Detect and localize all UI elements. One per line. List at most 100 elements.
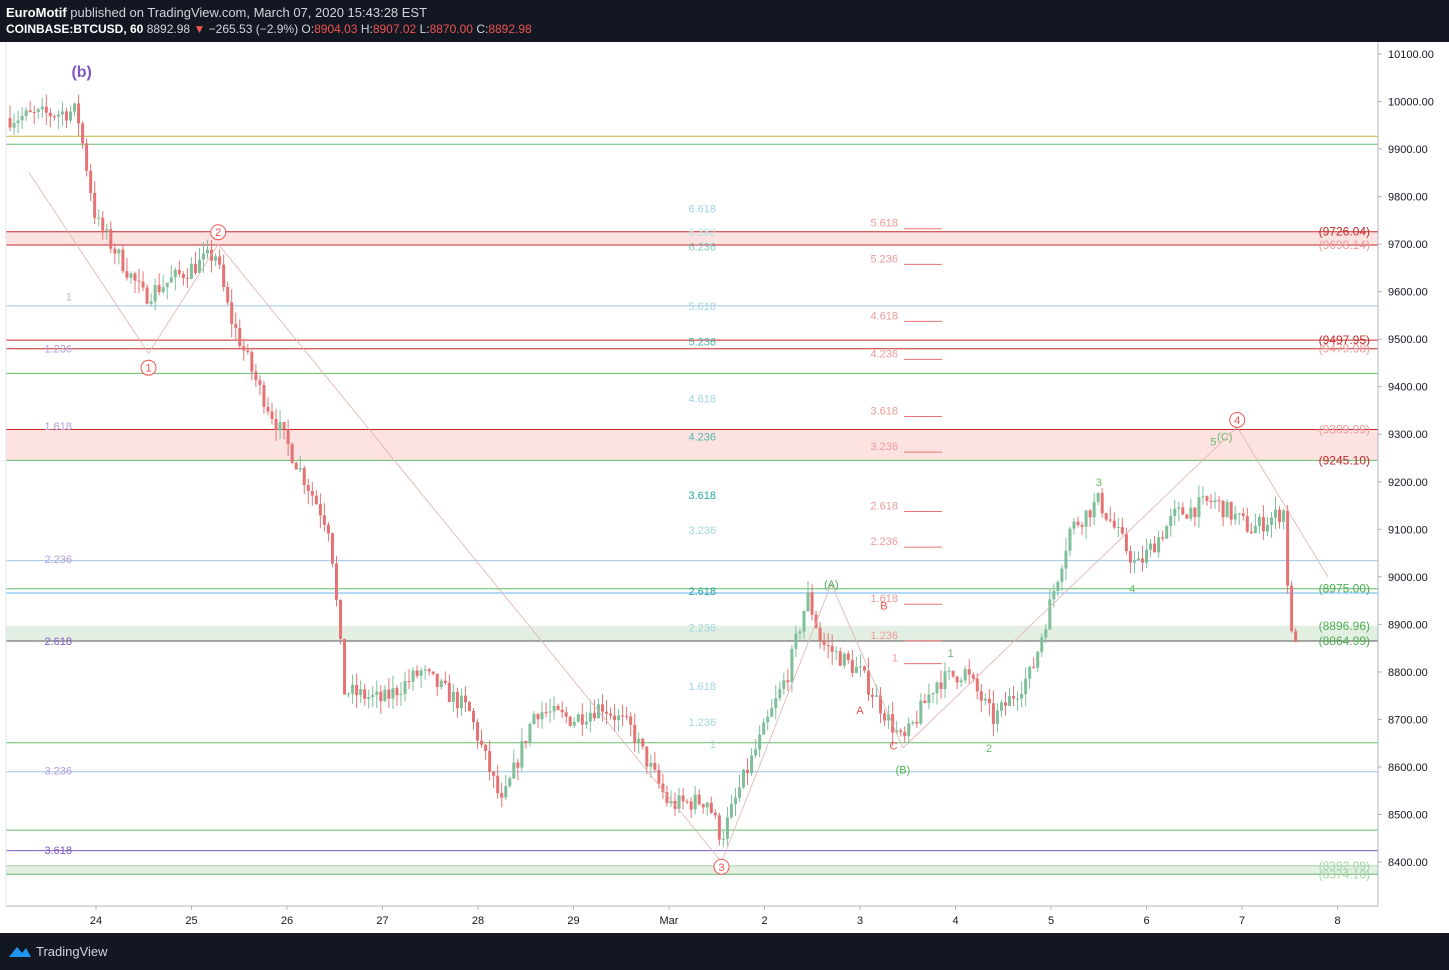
candle-body-227 xyxy=(923,700,927,704)
candle-body-171 xyxy=(697,794,701,805)
candle-body-172 xyxy=(701,804,705,808)
candle-body-267 xyxy=(1084,510,1088,527)
candle-body-107 xyxy=(439,680,443,688)
candle-body-237 xyxy=(963,669,967,681)
candle-body-220 xyxy=(895,730,899,733)
candle-body-317 xyxy=(1286,510,1290,586)
candle-body-3 xyxy=(20,115,24,121)
chart-background xyxy=(0,42,1449,933)
candle-body-105 xyxy=(431,671,435,674)
candle-body-265 xyxy=(1076,521,1080,526)
zone-1 xyxy=(6,429,1378,461)
wave-circle-3 xyxy=(713,858,730,875)
candle-body-32 xyxy=(137,280,141,282)
candle-body-288 xyxy=(1169,515,1173,527)
wave-circle-2 xyxy=(210,224,227,241)
candle-body-242 xyxy=(983,698,987,701)
candle-body-313 xyxy=(1269,517,1273,525)
candle-body-275 xyxy=(1116,526,1120,528)
price-chart[interactable]: 1 1.236 1.618 2.236 2.618 3.236 3.618 6.618 6.38… xyxy=(0,42,1449,933)
candle-body-250 xyxy=(1016,698,1020,700)
candle-body-296 xyxy=(1201,496,1205,498)
candle-body-316 xyxy=(1282,510,1286,522)
candle-body-261 xyxy=(1060,568,1064,582)
footer-brand[interactable]: TradingView xyxy=(36,944,108,959)
price-annotation-9: (8392.09) xyxy=(1319,859,1370,873)
candle-body-287 xyxy=(1165,526,1169,539)
candle-body-54 xyxy=(226,286,230,303)
fib-mid-label-2: 6.236 xyxy=(688,241,716,253)
author-name[interactable]: EuroMotif xyxy=(6,5,67,20)
candle-body-155 xyxy=(633,724,637,744)
zone-3 xyxy=(6,865,1378,875)
zone-0 xyxy=(6,231,1378,246)
tradingview-logo-icon[interactable] xyxy=(8,943,32,959)
candle-body-310 xyxy=(1257,517,1261,526)
fib-left-label-1: 1.236 xyxy=(44,344,72,356)
candle-body-284 xyxy=(1153,543,1157,553)
candle-body-58 xyxy=(242,346,246,351)
price-annotation-1: (9698.14) xyxy=(1319,238,1370,252)
candle-body-182 xyxy=(742,769,746,788)
price-annotation-3: (9479.98) xyxy=(1319,342,1370,356)
candle-body-270 xyxy=(1096,492,1100,502)
candle-body-90 xyxy=(371,694,375,698)
candle-body-300 xyxy=(1217,500,1221,502)
candle-body-78 xyxy=(322,515,326,525)
x-tick-label-12: 7 xyxy=(1239,915,1245,927)
candle-body-173 xyxy=(705,802,709,808)
candle-body-114 xyxy=(467,702,471,711)
fib-right-marks xyxy=(904,228,942,665)
candle-body-136 xyxy=(556,705,560,710)
candle-body-214 xyxy=(870,694,874,697)
x-tick-label-7: 2 xyxy=(761,915,767,927)
y-tick-label-1: 10000.00 xyxy=(1388,97,1434,109)
candle-body-186 xyxy=(758,734,762,750)
x-tick-label-3: 27 xyxy=(376,915,388,927)
candle-body-153 xyxy=(625,716,629,718)
candle-body-42 xyxy=(177,269,181,274)
candle-body-309 xyxy=(1253,525,1257,534)
wave-zigzag-line xyxy=(28,172,1329,863)
candle-body-266 xyxy=(1080,525,1084,527)
candle-body-27 xyxy=(117,249,121,254)
candle-body-295 xyxy=(1197,497,1201,518)
wave-label-3: 3 xyxy=(718,862,724,874)
candle-body-33 xyxy=(141,281,145,288)
candle-body-94 xyxy=(387,689,391,699)
candle-body-20 xyxy=(89,170,93,193)
wave-label-14: 5 xyxy=(1210,436,1216,448)
fib-left-label-2: 1.618 xyxy=(44,421,72,433)
wave-circle-4 xyxy=(1229,411,1246,428)
candle-body-46 xyxy=(193,263,197,273)
candle-body-230 xyxy=(935,682,939,694)
candle-body-49 xyxy=(206,249,210,254)
candle-body-252 xyxy=(1024,678,1028,694)
candle-body-205 xyxy=(834,651,838,653)
high-value: 8907.02 xyxy=(372,22,417,36)
candle-body-221 xyxy=(899,730,903,733)
symbol-label[interactable]: COINBASE:BTCUSD, 60 xyxy=(6,22,144,36)
candle-body-31 xyxy=(133,273,137,281)
candle-body-137 xyxy=(560,709,564,713)
candle-body-199 xyxy=(810,592,814,615)
price-annotation-10: (8374.10) xyxy=(1319,867,1370,881)
candle-body-158 xyxy=(645,746,649,767)
candle-body-2 xyxy=(16,120,20,124)
candle-body-16 xyxy=(73,103,77,112)
chart-header: EuroMotif published on TradingView.com, … xyxy=(0,0,1449,42)
candle-body-123 xyxy=(504,786,508,798)
candle-body-319 xyxy=(1294,631,1298,642)
candle-body-10 xyxy=(48,112,52,117)
candle-body-318 xyxy=(1290,585,1294,632)
candle-body-8 xyxy=(40,106,44,110)
candle-body-193 xyxy=(786,680,790,683)
candle-body-194 xyxy=(790,648,794,683)
candle-body-95 xyxy=(391,688,395,699)
candle-body-96 xyxy=(395,688,399,696)
candle-body-299 xyxy=(1213,500,1217,503)
wave-label-0: (b) xyxy=(71,64,91,81)
low-value: 8870.00 xyxy=(429,22,473,36)
candle-body-201 xyxy=(818,627,822,641)
candle-body-195 xyxy=(794,633,798,649)
